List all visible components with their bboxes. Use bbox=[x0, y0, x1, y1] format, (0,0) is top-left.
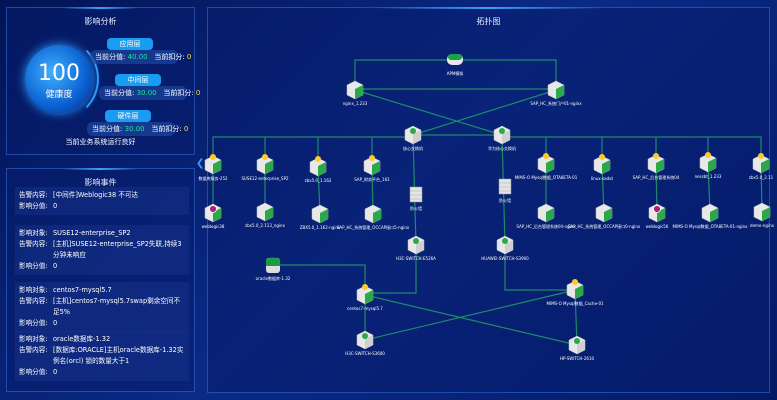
event-value: SUSE12-enterprise_SP2 bbox=[53, 229, 131, 237]
health-score: 100 bbox=[38, 61, 80, 86]
event-value: [中间件]Weblogic38 不可达 bbox=[53, 191, 139, 199]
event-row: 影响对象: oracle数据库-1.32 bbox=[19, 334, 185, 345]
impact-events-panel: 影响事件 告警内容: [中间件]Weblogic38 不可达 影响分值: 0 影响对象:… bbox=[6, 168, 195, 392]
event-row: 告警内容: [主机]centos7-mysql5.7swap剩余空间不足5% bbox=[19, 296, 185, 318]
event-row: 告警内容: [中间件]Weblogic38 不可达 bbox=[19, 190, 185, 201]
impact-analysis-panel: 影响分析 100 健康度 应用层 当前分值: 40.00 当前扣分: 0 中间层 … bbox=[6, 7, 200, 155]
health-label: 健康度 bbox=[45, 90, 73, 100]
panel-title: 拓扑图 bbox=[476, 17, 501, 26]
deduct-label: 当前扣分: bbox=[163, 89, 194, 97]
deduct-value: 0 bbox=[195, 89, 201, 97]
chevron-left-icon[interactable]: ❮ bbox=[196, 158, 205, 169]
deduct-label: 当前扣分: bbox=[151, 125, 182, 133]
event-row: 影响分值: 0 bbox=[19, 261, 185, 272]
event-row: 影响分值: 0 bbox=[19, 318, 185, 329]
event-value: 0 bbox=[53, 262, 58, 270]
event-value: [数据库:ORACLE]主机oracle数据库-1.32实例名(orcl) 锁的… bbox=[53, 346, 184, 365]
event-key: 影响对象: bbox=[19, 286, 48, 294]
deduct-value: 0 bbox=[186, 53, 192, 61]
score-value: 30.00 bbox=[136, 89, 157, 97]
event-row: 告警内容: [数据库:ORACLE]主机oracle数据库-1.32实例名(orc… bbox=[19, 345, 185, 367]
score-label: 当前分值: bbox=[95, 53, 126, 61]
event-key: 影响分值: bbox=[19, 319, 48, 327]
event-value: [主机]centos7-mysql5.7swap剩余空间不足5% bbox=[53, 297, 181, 316]
deduct-label: 当前扣分: bbox=[154, 53, 185, 61]
event-row: 影响对象: centos7-mysql5.7 bbox=[19, 285, 185, 296]
layer-score-row: 当前分值: 30.00 当前扣分: 0 bbox=[87, 122, 188, 136]
globe-icon bbox=[25, 45, 93, 113]
event-value: oracle数据库-1.32 bbox=[53, 335, 111, 343]
score-label: 当前分值: bbox=[104, 89, 135, 97]
globe-ring bbox=[19, 38, 99, 120]
event-row: 影响分值: 0 bbox=[19, 367, 185, 378]
event-value: 0 bbox=[53, 202, 58, 210]
event-key: 告警内容: bbox=[19, 297, 48, 305]
system-status: 当前业务系统运行良好 bbox=[65, 138, 136, 146]
layer-score-row: 当前分值: 40.00 当前扣分: 0 bbox=[90, 50, 191, 64]
event-row: 影响对象: SUSE12-enterprise_SP2 bbox=[19, 228, 185, 239]
event-key: 影响分值: bbox=[19, 368, 48, 376]
event-key: 影响对象: bbox=[19, 229, 48, 237]
panel-title: 影响事件 bbox=[84, 178, 117, 187]
event-key: 告警内容: bbox=[19, 240, 48, 248]
event-key: 影响对象: bbox=[19, 335, 48, 343]
event-value: centos7-mysql5.7 bbox=[53, 286, 112, 294]
deduct-value: 0 bbox=[183, 125, 189, 133]
event-value: 0 bbox=[53, 319, 58, 327]
score-value: 30.00 bbox=[124, 125, 145, 133]
event-value: [主机]SUSE12-enterprise_SP2失联,持续3分钟未响应 bbox=[53, 240, 182, 259]
layer-badge: 应用层 bbox=[107, 38, 153, 50]
event-key: 影响分值: bbox=[19, 262, 48, 270]
event-row: 告警内容: [主机]SUSE12-enterprise_SP2失联,持续3分钟未响… bbox=[19, 239, 185, 261]
event-key: 影响分值: bbox=[19, 202, 48, 210]
event-key: 告警内容: bbox=[19, 346, 48, 354]
panel-title: 影响分析 bbox=[84, 17, 117, 26]
event-item[interactable]: 影响对象: centos7-mysql5.7 告警内容: [主机]centos7-my… bbox=[15, 282, 189, 332]
event-item[interactable]: 影响对象: oracle数据库-1.32 告警内容: [数据库:ORACLE]主机or… bbox=[15, 331, 189, 381]
event-value: 0 bbox=[53, 368, 58, 376]
topology-panel: 拓扑图 bbox=[207, 7, 770, 393]
layer-badge: 中间层 bbox=[115, 74, 161, 86]
event-row: 影响分值: 0 bbox=[19, 201, 185, 212]
score-label: 当前分值: bbox=[92, 125, 123, 133]
layer-badge: 硬件层 bbox=[105, 110, 151, 122]
event-item[interactable]: 告警内容: [中间件]Weblogic38 不可达 影响分值: 0 bbox=[15, 187, 189, 215]
event-item[interactable]: 影响对象: SUSE12-enterprise_SP2 告警内容: [主机]SUSE1… bbox=[15, 225, 189, 275]
layer-score-row: 当前分值: 30.00 当前扣分: 0 bbox=[99, 86, 200, 100]
score-value: 40.00 bbox=[127, 53, 148, 61]
event-key: 告警内容: bbox=[19, 191, 48, 199]
